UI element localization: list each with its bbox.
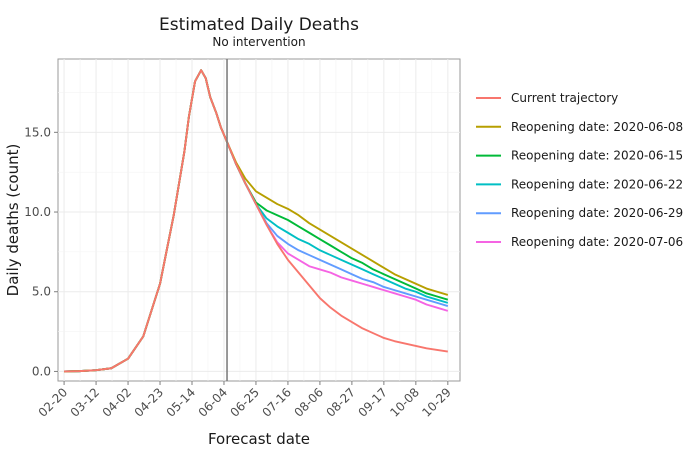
x-tick-label: 04-23 [132,385,167,420]
series-line [64,69,448,373]
chart-title: Estimated Daily Deaths [159,15,359,35]
x-axis-label: Forecast date [208,430,310,448]
x-tick-label: 08-27 [323,385,358,420]
x-tick-label: 10-29 [419,385,454,420]
x-tick-label: 02-20 [36,385,71,420]
x-tick-label: 03-12 [68,385,103,420]
x-tick-label: 08-06 [291,385,326,420]
y-axis-label: Daily deaths (count) [4,144,22,297]
grid [58,59,460,381]
series-lines [64,69,449,373]
x-tick-label: 06-25 [228,385,263,420]
legend-label: Reopening date: 2020-06-15 [511,149,683,163]
legend-label: Reopening date: 2020-07-06 [511,235,683,249]
x-tick-label: 05-14 [164,385,199,420]
y-tick-label: 0.0 [32,364,51,378]
x-tick-label: 07-16 [259,385,294,420]
x-tick-label: 10-08 [387,385,422,420]
x-tick-label: 06-04 [196,385,231,420]
legend-label: Reopening date: 2020-06-29 [511,206,683,220]
y-tick-label: 5.0 [32,285,51,299]
plot-panel [57,58,461,382]
y-tick-label: 10.0 [24,205,51,219]
chart-subtitle: No intervention [212,35,305,49]
x-tick-label: 04-02 [100,385,135,420]
legend-label: Current trajectory [511,91,618,105]
legend-label: Reopening date: 2020-06-22 [511,177,683,191]
legend-label: Reopening date: 2020-06-08 [511,120,683,134]
y-tick-label: 15.0 [24,125,51,139]
x-tick-label: 09-17 [355,385,390,420]
legend: Current trajectory Reopening date: 2020-0… [476,91,683,249]
